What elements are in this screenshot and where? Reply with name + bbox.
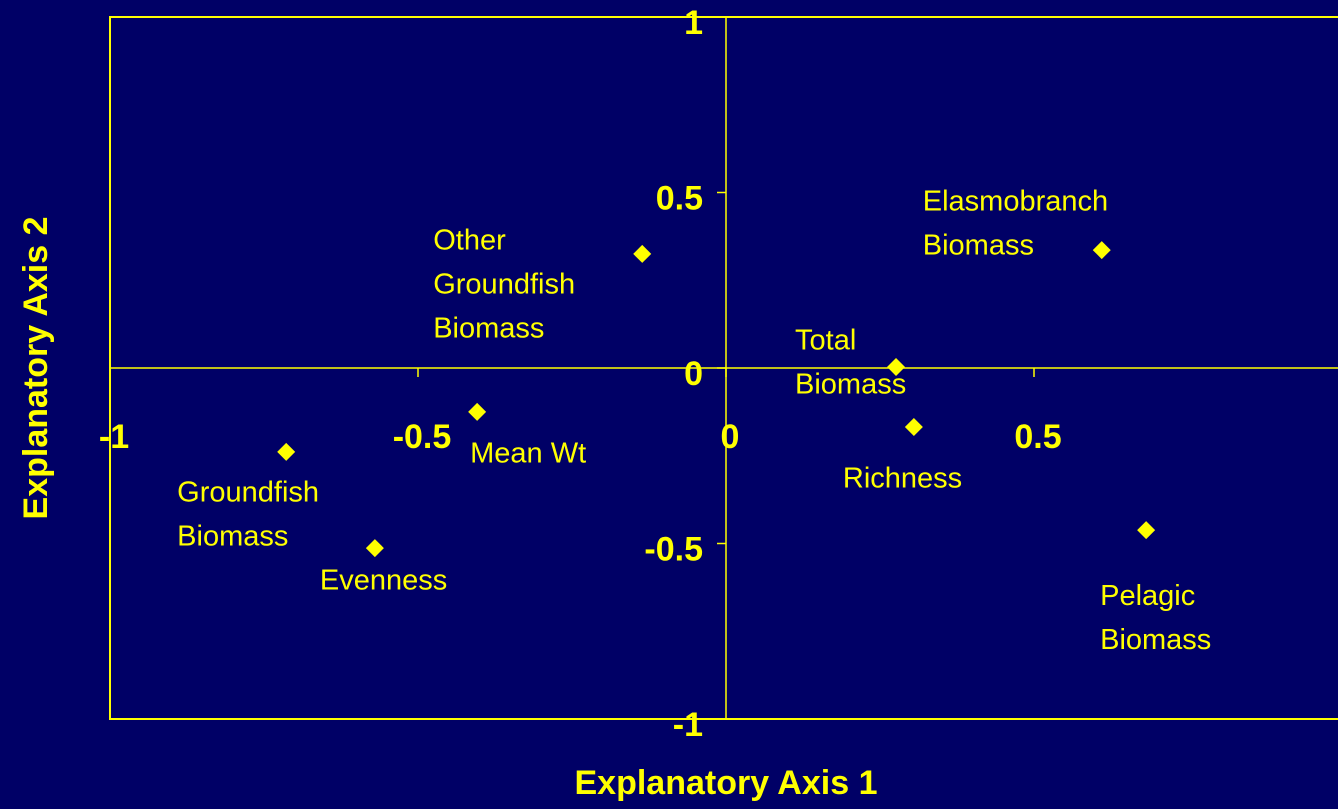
x-tick-label: 1	[1337, 418, 1338, 456]
point-label: Richness	[843, 463, 962, 495]
point	[468, 402, 487, 421]
point	[277, 442, 296, 461]
x-tick-label: -0.5	[393, 418, 452, 456]
point	[887, 357, 906, 376]
point-label: Evenness	[320, 565, 447, 597]
x-axis-title: Explanatory Axis 1	[575, 764, 878, 802]
point-label: Biomass	[923, 230, 1034, 262]
point-label: Groundfish	[177, 477, 319, 509]
point-label: Mean Wt	[470, 438, 586, 470]
point-label: Biomass	[177, 521, 288, 553]
point-label: Biomass	[433, 313, 544, 345]
point-label: Pelagic	[1100, 580, 1195, 612]
point	[365, 539, 384, 558]
y-axis-title: Explanatory Axis 2	[17, 217, 55, 520]
point	[633, 244, 652, 263]
y-tick-label: 0.5	[656, 179, 703, 217]
point-label: Elasmobranch	[923, 186, 1108, 218]
point-label: Groundfish	[433, 269, 575, 301]
y-tick-label: -0.5	[644, 530, 703, 568]
point	[1137, 521, 1156, 540]
x-tick-label: -1	[99, 418, 129, 456]
y-tick-label: -1	[673, 706, 703, 744]
y-tick-label: 1	[684, 4, 703, 42]
point	[904, 417, 923, 436]
y-tick-label: 0	[684, 355, 703, 393]
x-tick-label: 0.5	[1014, 418, 1061, 456]
point	[1092, 241, 1111, 260]
x-tick-label: 0	[721, 418, 740, 456]
point-label: Biomass	[1100, 624, 1211, 656]
point-label: Biomass	[795, 369, 906, 401]
point-label: Total	[795, 325, 856, 357]
point-label: Other	[433, 225, 506, 257]
